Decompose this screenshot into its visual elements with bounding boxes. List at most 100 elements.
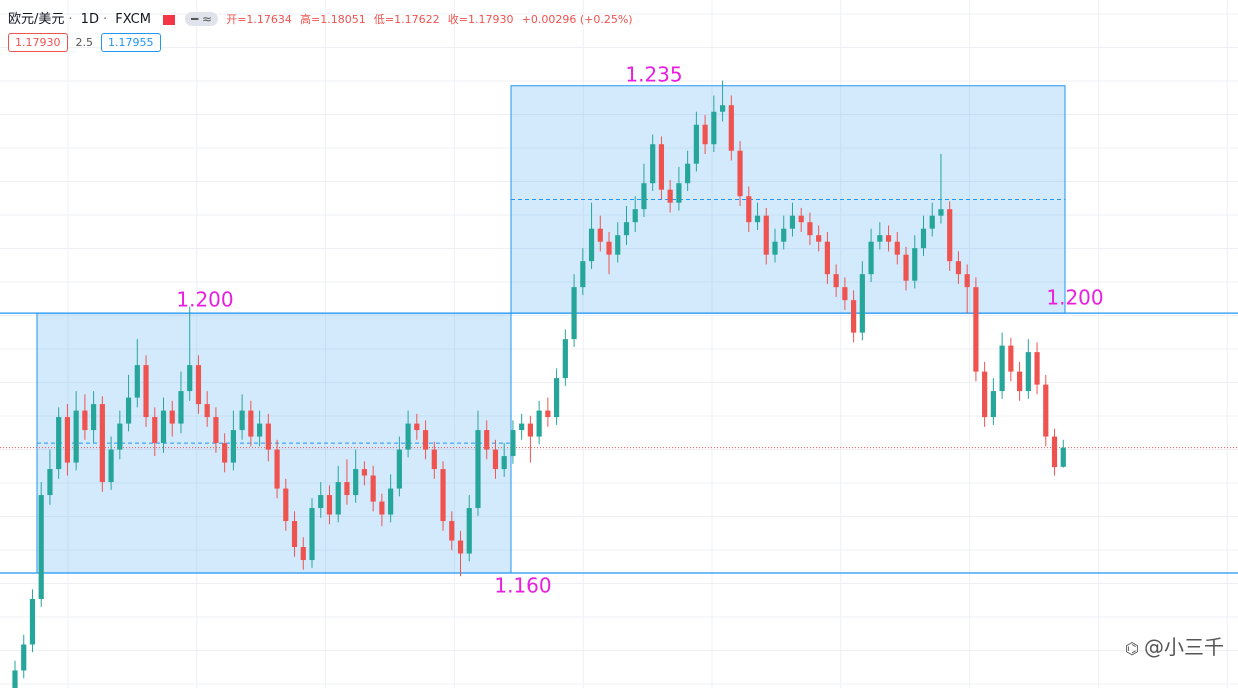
annotation: 1.200 bbox=[1046, 286, 1103, 310]
candle-body bbox=[152, 417, 158, 444]
candle-body bbox=[160, 410, 167, 444]
candle-body bbox=[466, 508, 472, 554]
candle-body bbox=[187, 365, 193, 392]
candle-body bbox=[798, 215, 804, 223]
annotation: 1.200 bbox=[176, 288, 233, 312]
candle-body bbox=[1008, 345, 1014, 372]
candle-body bbox=[973, 287, 979, 372]
candle-body bbox=[580, 261, 586, 288]
candle-body bbox=[693, 124, 699, 164]
candle-body bbox=[195, 365, 202, 405]
candle-body bbox=[711, 111, 717, 145]
change: +0.00296 (+0.25%) bbox=[521, 13, 633, 26]
candle-body bbox=[824, 241, 831, 275]
low: 低=1.17622 bbox=[373, 13, 440, 26]
candle-body bbox=[169, 410, 175, 424]
candle-body bbox=[47, 469, 53, 496]
candle-body bbox=[536, 410, 542, 437]
candle-body bbox=[667, 189, 673, 203]
candle-body bbox=[21, 644, 27, 671]
candle-body bbox=[248, 410, 254, 437]
candle-body bbox=[56, 417, 62, 470]
candle-body bbox=[964, 274, 970, 288]
candle-body bbox=[982, 371, 988, 418]
candle-body bbox=[326, 495, 333, 515]
candle-body bbox=[719, 105, 726, 112]
candle-body bbox=[999, 345, 1005, 392]
candle-body bbox=[623, 222, 630, 236]
candle-body bbox=[929, 215, 935, 229]
candle-body bbox=[833, 274, 839, 288]
candle-body bbox=[134, 365, 140, 398]
candle-body bbox=[789, 215, 796, 229]
candle-body bbox=[440, 469, 446, 522]
candle-body bbox=[1025, 352, 1031, 392]
candle-body bbox=[781, 228, 787, 242]
ask[interactable]: 1.17955 bbox=[101, 33, 161, 52]
candle-body bbox=[571, 287, 577, 340]
candle-body bbox=[29, 598, 36, 645]
annotation: 1.235 bbox=[625, 62, 682, 86]
legend: 欧元/美元 · 1D · FXCM ━ ≈ 开=1.17634 高=1.18051 低… bbox=[8, 12, 633, 27]
symbol: 欧元/美元 bbox=[8, 12, 65, 27]
candle-body bbox=[903, 254, 909, 281]
candle-body bbox=[431, 449, 437, 470]
candle-body bbox=[117, 423, 123, 450]
candle-body bbox=[685, 163, 691, 184]
candle-body bbox=[213, 417, 219, 444]
candle-body bbox=[361, 469, 368, 476]
candle-body bbox=[519, 423, 525, 431]
candle-body bbox=[1051, 436, 1058, 468]
candle-body bbox=[676, 183, 682, 203]
candle-body bbox=[457, 540, 464, 554]
high: 高=1.18051 bbox=[300, 13, 366, 26]
candle-body bbox=[108, 449, 114, 483]
candle-body bbox=[597, 228, 603, 242]
candle-body bbox=[256, 423, 263, 437]
candle-body bbox=[353, 469, 359, 496]
candle-body bbox=[737, 150, 743, 197]
candle-body bbox=[955, 261, 962, 275]
candle-body bbox=[938, 209, 944, 216]
candle-body bbox=[230, 430, 236, 463]
source: FXCM bbox=[115, 12, 151, 27]
candle-body bbox=[641, 183, 647, 210]
candle-body bbox=[335, 482, 341, 515]
watermark: ⌬ @小三千 bbox=[1124, 635, 1224, 659]
candle-body bbox=[527, 423, 533, 437]
candle-body bbox=[414, 423, 420, 431]
candle-body bbox=[422, 430, 429, 450]
candle-body bbox=[868, 241, 874, 275]
candle-body bbox=[885, 235, 892, 242]
candle-body bbox=[265, 423, 271, 450]
candle-body bbox=[318, 495, 324, 509]
open: 开=1.17634 bbox=[226, 13, 292, 26]
candle-body bbox=[606, 241, 612, 255]
candle-body bbox=[73, 410, 79, 463]
candle-body bbox=[91, 404, 97, 431]
candle-body bbox=[222, 443, 228, 463]
candle-body bbox=[82, 410, 88, 431]
candle-body bbox=[912, 248, 918, 281]
candle-body bbox=[990, 391, 996, 418]
candle-body bbox=[763, 215, 769, 255]
candle-body bbox=[449, 521, 455, 541]
candle-body bbox=[947, 209, 953, 262]
candle-body bbox=[239, 410, 245, 431]
toggle[interactable]: ━ ≈ bbox=[184, 12, 219, 26]
candle-body bbox=[99, 404, 105, 483]
bid[interactable]: 1.17930 bbox=[8, 33, 68, 52]
candle-body bbox=[396, 449, 402, 489]
candle-body bbox=[842, 287, 848, 301]
candle-body bbox=[702, 124, 708, 145]
candle-body bbox=[588, 228, 595, 262]
candle-body bbox=[204, 404, 210, 418]
candle-body bbox=[379, 501, 385, 515]
candle-body bbox=[1016, 371, 1023, 392]
candle-body bbox=[650, 144, 656, 184]
candle-body bbox=[554, 378, 560, 418]
candle-body bbox=[510, 430, 516, 457]
interval: 1D bbox=[80, 12, 99, 27]
